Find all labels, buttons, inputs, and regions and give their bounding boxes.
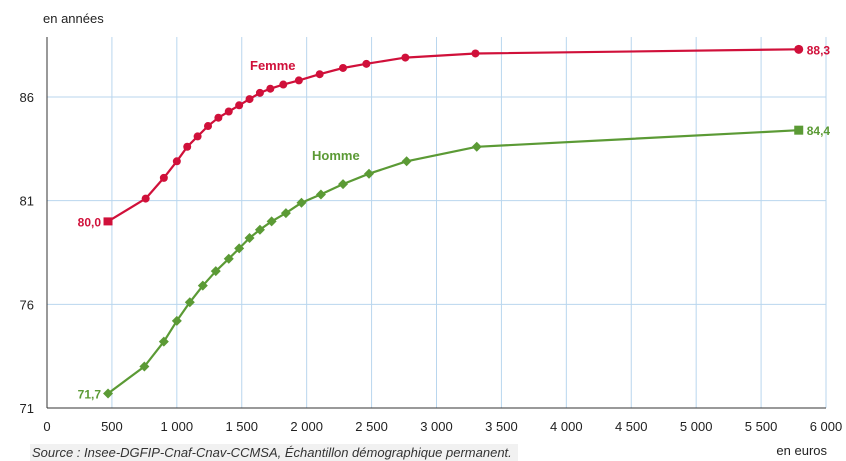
x-tick-label: 3 500 <box>485 419 518 434</box>
x-tick-label: 6 000 <box>810 419 843 434</box>
series-homme: 71,7 84,4 Homme <box>78 124 831 401</box>
homme-point <box>197 280 208 291</box>
femme-point <box>214 113 223 122</box>
femme-point <box>794 44 804 54</box>
femme-series-label: Femme <box>250 58 296 73</box>
femme-point <box>279 80 288 89</box>
femme-point <box>315 70 324 79</box>
homme-point <box>184 297 195 308</box>
y-axis-unit-label: en années <box>43 11 104 26</box>
series-femme: 80,0 88,3 Femme <box>78 43 831 229</box>
homme-point <box>363 168 374 179</box>
femme-point <box>193 132 202 141</box>
grid <box>47 37 827 408</box>
homme-point <box>280 208 291 219</box>
homme-point <box>234 243 245 254</box>
femme-point <box>235 101 244 110</box>
femme-point <box>266 84 275 93</box>
homme-point <box>244 232 255 243</box>
homme-last-value-label: 84,4 <box>807 124 831 138</box>
femme-point <box>159 173 168 182</box>
homme-point <box>266 216 277 227</box>
homme-line <box>107 129 799 395</box>
homme-point <box>139 361 150 372</box>
femme-point <box>401 53 410 62</box>
x-tick-label: 5 000 <box>680 419 713 434</box>
homme-point <box>338 179 349 190</box>
femme-point <box>224 107 233 116</box>
homme-point <box>171 315 182 326</box>
x-tick-label: 500 <box>101 419 123 434</box>
x-tick-label: 2 000 <box>290 419 323 434</box>
femme-point <box>103 217 113 226</box>
x-tick-label: 4 500 <box>615 419 648 434</box>
femme-point <box>294 76 303 85</box>
homme-point <box>296 197 307 208</box>
femme-point <box>471 49 480 58</box>
x-tick-label: 3 000 <box>420 419 453 434</box>
femme-point <box>183 142 192 151</box>
y-tick-label: 81 <box>20 194 34 209</box>
x-tick-label: 1 500 <box>225 419 258 434</box>
homme-first-value-label: 71,7 <box>78 387 102 401</box>
homme-point <box>401 156 412 167</box>
femme-point <box>245 95 254 104</box>
x-axis-unit-label: en euros <box>776 443 827 458</box>
femme-first-value-label: 80,0 <box>78 215 102 229</box>
y-tick-label: 76 <box>20 297 34 312</box>
homme-point <box>158 336 169 347</box>
femme-point <box>203 122 212 131</box>
homme-point <box>103 388 114 399</box>
y-tick-label: 71 <box>20 401 34 416</box>
source-note: Source : Insee-DGFIP-Cnaf-Cnav-CCMSA, Éc… <box>30 444 518 461</box>
x-tick-label: 2 500 <box>355 419 388 434</box>
axes: 0 500 1 000 1 500 2 000 2 500 3 000 3 500 4 000 4… <box>20 37 843 434</box>
homme-point <box>471 141 482 152</box>
femme-last-value-label: 88,3 <box>807 43 831 57</box>
homme-series-label: Homme <box>312 148 360 163</box>
x-tick-label: 4 000 <box>550 419 583 434</box>
homme-point <box>315 189 326 200</box>
x-tick-label: 0 <box>43 419 50 434</box>
femme-point <box>172 157 181 166</box>
femme-point <box>362 59 371 68</box>
homme-point <box>223 253 234 264</box>
homme-point <box>210 266 221 277</box>
femme-point <box>339 63 348 72</box>
homme-point <box>254 224 265 235</box>
series-layer: 80,0 88,3 Femme 71,7 84,4 Homme <box>78 43 831 401</box>
y-tick-label: 86 <box>20 90 34 105</box>
homme-point <box>794 125 804 135</box>
femme-point <box>255 88 264 97</box>
x-tick-label: 5 500 <box>745 419 778 434</box>
x-tick-label: 1 000 <box>161 419 194 434</box>
femme-point <box>141 194 150 203</box>
